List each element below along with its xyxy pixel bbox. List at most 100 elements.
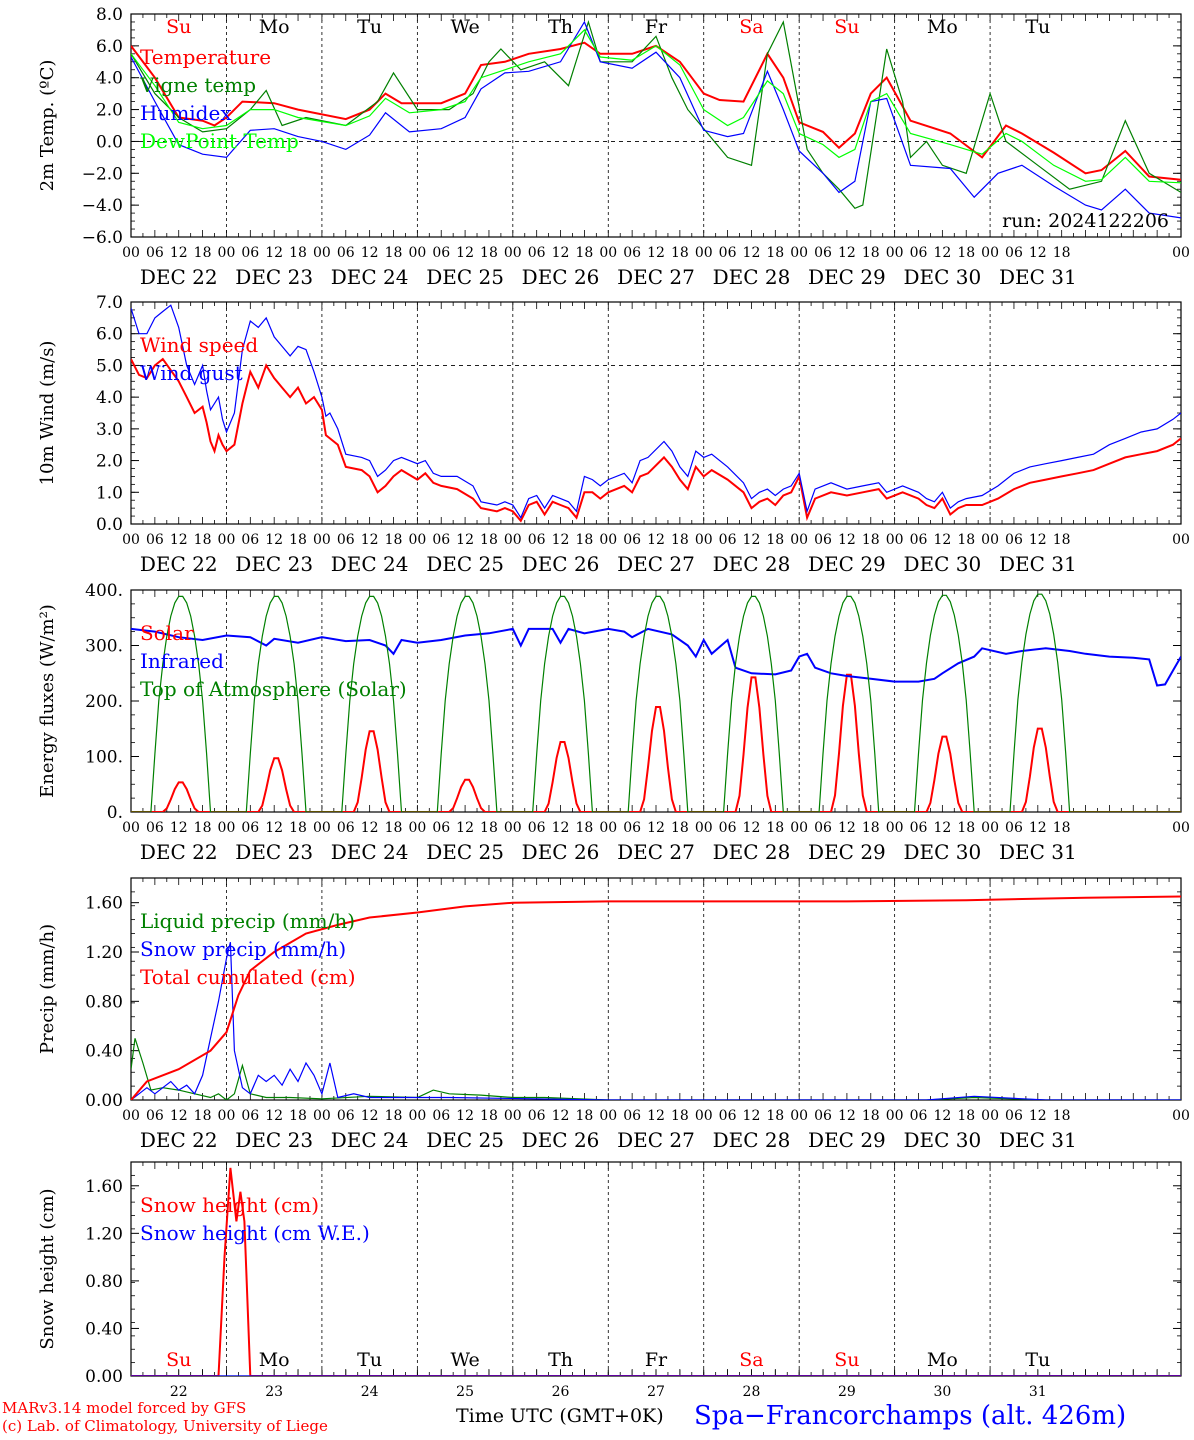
x-hour-label: 06 <box>623 532 641 548</box>
x-hour-label: 18 <box>957 820 975 836</box>
x-hour-label: 12 <box>361 245 379 261</box>
x-hour-label: 00 <box>981 245 999 261</box>
x-hour-label: 12 <box>933 245 951 261</box>
x-hour-label: 18 <box>480 820 498 836</box>
x-hour-label: 18 <box>862 532 880 548</box>
x-hour-label: 18 <box>194 820 212 836</box>
x-hour-label: 18 <box>575 245 593 261</box>
series-line-temperature <box>131 41 1181 181</box>
x-hour-label: 12 <box>265 820 283 836</box>
series-line-liquid-precip-mm-h <box>131 1038 1181 1100</box>
x-date-label: DEC 31 <box>999 1128 1077 1152</box>
y-axis-title: Energy fluxes (W/m²) <box>37 604 58 798</box>
y-tick-label: 1.20 <box>85 943 123 963</box>
x-date-label: DEC 27 <box>617 1128 695 1152</box>
x-hour-label: 12 <box>647 532 665 548</box>
x-date-label: DEC 22 <box>140 840 218 864</box>
x-hour-label: 12 <box>361 1108 379 1124</box>
x-date-label: DEC 28 <box>713 265 791 289</box>
x-hour-label: 18 <box>289 820 307 836</box>
x-hour-label: 00 <box>790 245 808 261</box>
x-hour-label: 12 <box>170 820 188 836</box>
x-hour-label: 18 <box>480 1108 498 1124</box>
x-hour-label: 12 <box>361 532 379 548</box>
x-hour-label: 12 <box>265 1108 283 1124</box>
x-hour-label: 00 <box>886 1108 904 1124</box>
plot-frame <box>130 301 1182 525</box>
y-tick-label: 400. <box>85 581 123 601</box>
y-tick-label: 0.80 <box>85 992 123 1012</box>
x-hour-label: 06 <box>528 1108 546 1124</box>
x-hour-label: 06 <box>910 1108 928 1124</box>
x-hour-label: 00 <box>504 245 522 261</box>
x-hour-label: 06 <box>432 245 450 261</box>
x-date-label: DEC 22 <box>140 265 218 289</box>
x-hour-label: 00 <box>504 820 522 836</box>
x-hour-label: 18 <box>1053 820 1071 836</box>
x-hour-label: 06 <box>814 245 832 261</box>
x-date-label: DEC 29 <box>808 552 886 576</box>
y-tick-label: 5.0 <box>96 356 123 376</box>
x-hour-label: 00 <box>122 245 140 261</box>
legend-entry: Liquid precip (mm/h) <box>140 909 355 933</box>
y-tick-label: 0.00 <box>85 1367 123 1387</box>
day-number-label: 23 <box>265 1384 283 1400</box>
y-axis-title: 2m Temp. (ºC) <box>37 60 58 192</box>
weekday-label: Fr <box>645 16 668 38</box>
x-date-label: DEC 23 <box>235 552 313 576</box>
x-date-label: DEC 27 <box>617 265 695 289</box>
weekday-label: We <box>450 1349 479 1371</box>
x-date-label: DEC 24 <box>331 1128 409 1152</box>
x-hour-label: 18 <box>194 1108 212 1124</box>
series-line-snow-height-cm <box>131 1167 1181 1376</box>
x-date-label: DEC 22 <box>140 552 218 576</box>
x-hour-label: 00 <box>886 820 904 836</box>
legend-entry: Infrared <box>140 649 224 673</box>
x-hour-label: 00 <box>313 820 331 836</box>
x-hour-label: 18 <box>671 245 689 261</box>
x-hour-label: 00 <box>408 532 426 548</box>
x-date-label: DEC 27 <box>617 840 695 864</box>
x-hour-label: 00 <box>122 1108 140 1124</box>
x-hour-label: 18 <box>385 245 403 261</box>
y-tick-label: 0.40 <box>85 1319 123 1339</box>
x-hour-label: 18 <box>671 1108 689 1124</box>
x-hour-label: 06 <box>528 532 546 548</box>
x-hour-label: 12 <box>743 245 761 261</box>
x-date-label: DEC 26 <box>522 840 600 864</box>
x-hour-label: 12 <box>552 1108 570 1124</box>
plot-frame <box>130 13 1182 238</box>
x-hour-label: 12 <box>647 1108 665 1124</box>
x-date-label: DEC 22 <box>140 1128 218 1152</box>
weekday-label: Su <box>834 16 859 38</box>
legend-entry: Temperature <box>140 45 271 69</box>
y-tick-label: 4.0 <box>96 69 123 89</box>
x-hour-label: 12 <box>743 820 761 836</box>
x-hour-label: 18 <box>289 245 307 261</box>
station-name: Spa−Francorchamps (alt. 426m) <box>694 1401 1127 1431</box>
x-hour-label: 12 <box>933 820 951 836</box>
x-hour-label: 00 <box>599 820 617 836</box>
x-hour-label: 18 <box>480 532 498 548</box>
chart-panel-4: 1.60 1.20 0.80 0.40 0.00 Precip (mm/h) 00 06 12 1… <box>37 877 1190 1152</box>
x-hour-label: 12 <box>933 1108 951 1124</box>
day-number-label: 26 <box>552 1384 570 1400</box>
x-hour-label: 12 <box>265 245 283 261</box>
x-hour-label: 00 <box>695 532 713 548</box>
x-hour-label: 12 <box>552 245 570 261</box>
x-hour-label: 00 <box>695 820 713 836</box>
run-label: run: 2024122206 <box>1002 210 1169 232</box>
legend-entry: Humidex <box>140 101 232 125</box>
x-date-label: DEC 24 <box>331 552 409 576</box>
day-number-label: 25 <box>456 1384 474 1400</box>
weekday-label: Sa <box>739 16 763 38</box>
model-credit: MARv3.14 model forced by GFS (c) Lab. of… <box>2 1399 328 1435</box>
x-hour-label: 00 <box>1172 245 1190 261</box>
x-hour-label: 00 <box>790 532 808 548</box>
x-hour-label: 18 <box>575 532 593 548</box>
x-date-label: DEC 25 <box>426 840 504 864</box>
x-hour-label: 06 <box>241 820 259 836</box>
chart-panel-2: 7.0 6.0 5.0 4.0 3.0 2.0 1.0 0.0 10m Wind (m/s) 00… <box>37 293 1190 576</box>
x-date-label: DEC 28 <box>713 552 791 576</box>
weekday-label: Mo <box>927 1349 958 1371</box>
